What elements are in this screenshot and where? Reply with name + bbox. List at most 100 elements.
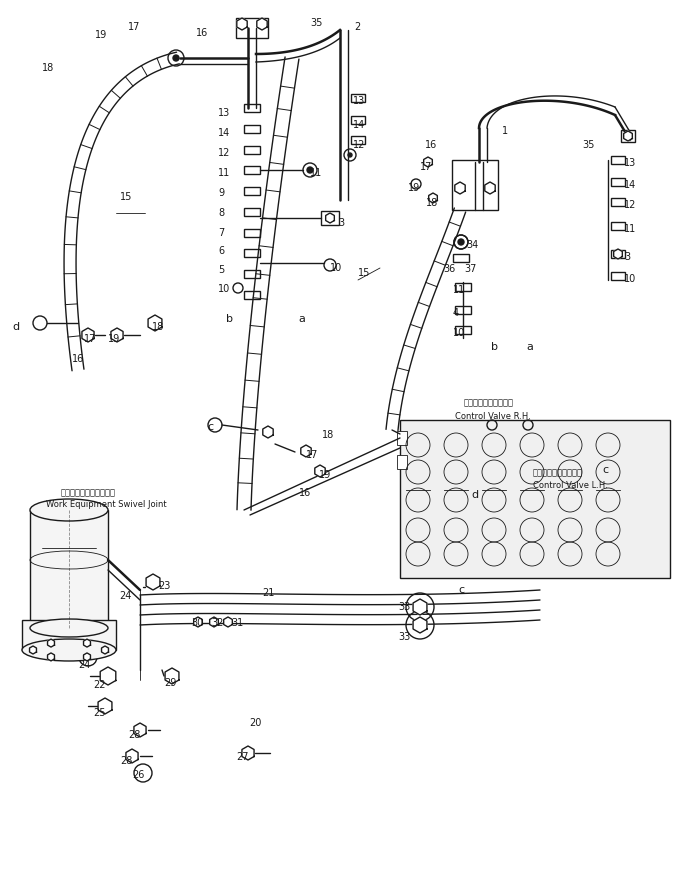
Text: 19: 19 — [108, 334, 120, 344]
Text: 24: 24 — [119, 591, 131, 601]
Text: c: c — [458, 585, 464, 595]
Text: 11: 11 — [453, 285, 465, 295]
Circle shape — [169, 673, 175, 679]
Text: 16: 16 — [299, 488, 311, 498]
Ellipse shape — [30, 619, 108, 637]
Circle shape — [240, 21, 244, 26]
Text: 29: 29 — [164, 678, 177, 688]
Text: 2: 2 — [354, 22, 360, 32]
Text: 18: 18 — [426, 198, 439, 208]
Text: 13: 13 — [353, 96, 366, 106]
Text: 11: 11 — [218, 168, 230, 178]
Polygon shape — [82, 328, 94, 342]
Text: 17: 17 — [128, 22, 140, 32]
Circle shape — [196, 620, 200, 624]
Circle shape — [138, 728, 142, 733]
Circle shape — [104, 648, 106, 652]
Circle shape — [102, 703, 108, 709]
Text: 6: 6 — [218, 246, 224, 256]
Circle shape — [328, 216, 332, 220]
Polygon shape — [101, 646, 108, 654]
Text: 8: 8 — [218, 208, 224, 218]
Bar — [397, 431, 407, 445]
Text: 17: 17 — [306, 450, 318, 460]
Polygon shape — [210, 617, 218, 627]
Text: 4: 4 — [453, 308, 459, 318]
Polygon shape — [614, 249, 622, 259]
Polygon shape — [148, 315, 162, 331]
Text: 22: 22 — [93, 680, 106, 690]
Polygon shape — [83, 639, 90, 647]
Circle shape — [431, 196, 435, 200]
Polygon shape — [100, 667, 116, 685]
Text: 26: 26 — [132, 770, 145, 780]
Bar — [244, 104, 260, 112]
Text: 12: 12 — [624, 200, 637, 210]
Circle shape — [265, 430, 270, 434]
Text: 16: 16 — [196, 28, 208, 38]
Polygon shape — [47, 653, 54, 661]
Circle shape — [307, 167, 313, 173]
Bar — [397, 455, 407, 469]
Text: b: b — [491, 342, 498, 352]
Text: 15: 15 — [358, 268, 370, 278]
Polygon shape — [126, 749, 138, 763]
Ellipse shape — [30, 499, 108, 521]
Polygon shape — [413, 617, 427, 633]
Text: コントロールバルブ左: コントロールバルブ左 — [464, 398, 514, 407]
Text: 16: 16 — [72, 354, 84, 364]
Text: c: c — [207, 422, 213, 432]
Text: 9: 9 — [218, 188, 224, 198]
Polygon shape — [111, 328, 123, 342]
Text: 17: 17 — [84, 334, 97, 344]
Circle shape — [245, 750, 251, 755]
Text: 10: 10 — [453, 328, 465, 338]
Text: Control Valve R.H.: Control Valve R.H. — [455, 412, 531, 421]
Circle shape — [260, 21, 264, 26]
Polygon shape — [146, 574, 160, 590]
Bar — [611, 250, 625, 258]
Text: 20: 20 — [249, 718, 261, 728]
Text: Control Valve L.H.: Control Valve L.H. — [533, 481, 607, 490]
Text: 35: 35 — [310, 18, 322, 28]
Circle shape — [49, 642, 53, 645]
Bar — [611, 198, 625, 206]
Text: 37: 37 — [464, 264, 476, 274]
Text: 13: 13 — [624, 158, 636, 168]
Text: 14: 14 — [353, 120, 366, 130]
Text: 28: 28 — [128, 730, 140, 740]
Bar — [244, 229, 260, 237]
Text: 12: 12 — [353, 140, 366, 150]
Text: 27: 27 — [236, 752, 249, 762]
Polygon shape — [301, 445, 311, 457]
Polygon shape — [224, 617, 232, 627]
Text: 17: 17 — [420, 162, 432, 172]
Text: 14: 14 — [218, 128, 230, 138]
Text: 23: 23 — [158, 581, 170, 591]
Polygon shape — [242, 746, 254, 760]
Circle shape — [104, 672, 111, 679]
Polygon shape — [429, 193, 437, 203]
Text: d: d — [12, 322, 19, 332]
Polygon shape — [623, 131, 632, 141]
Bar — [244, 125, 260, 133]
Bar — [611, 156, 625, 164]
Bar — [351, 136, 365, 144]
Text: 18: 18 — [42, 63, 54, 73]
Text: Work Equipment Swivel Joint: Work Equipment Swivel Joint — [46, 500, 167, 509]
Text: 10: 10 — [218, 284, 230, 294]
Circle shape — [318, 468, 322, 473]
Polygon shape — [263, 426, 273, 438]
Text: 34: 34 — [466, 240, 478, 250]
Bar — [244, 146, 260, 154]
Polygon shape — [29, 646, 36, 654]
Circle shape — [152, 320, 158, 326]
Circle shape — [85, 642, 88, 645]
Text: 18: 18 — [152, 322, 164, 332]
Polygon shape — [455, 182, 465, 194]
Bar — [351, 116, 365, 124]
Circle shape — [85, 333, 90, 338]
Text: b: b — [226, 314, 233, 324]
Polygon shape — [165, 668, 179, 684]
Circle shape — [626, 134, 630, 138]
